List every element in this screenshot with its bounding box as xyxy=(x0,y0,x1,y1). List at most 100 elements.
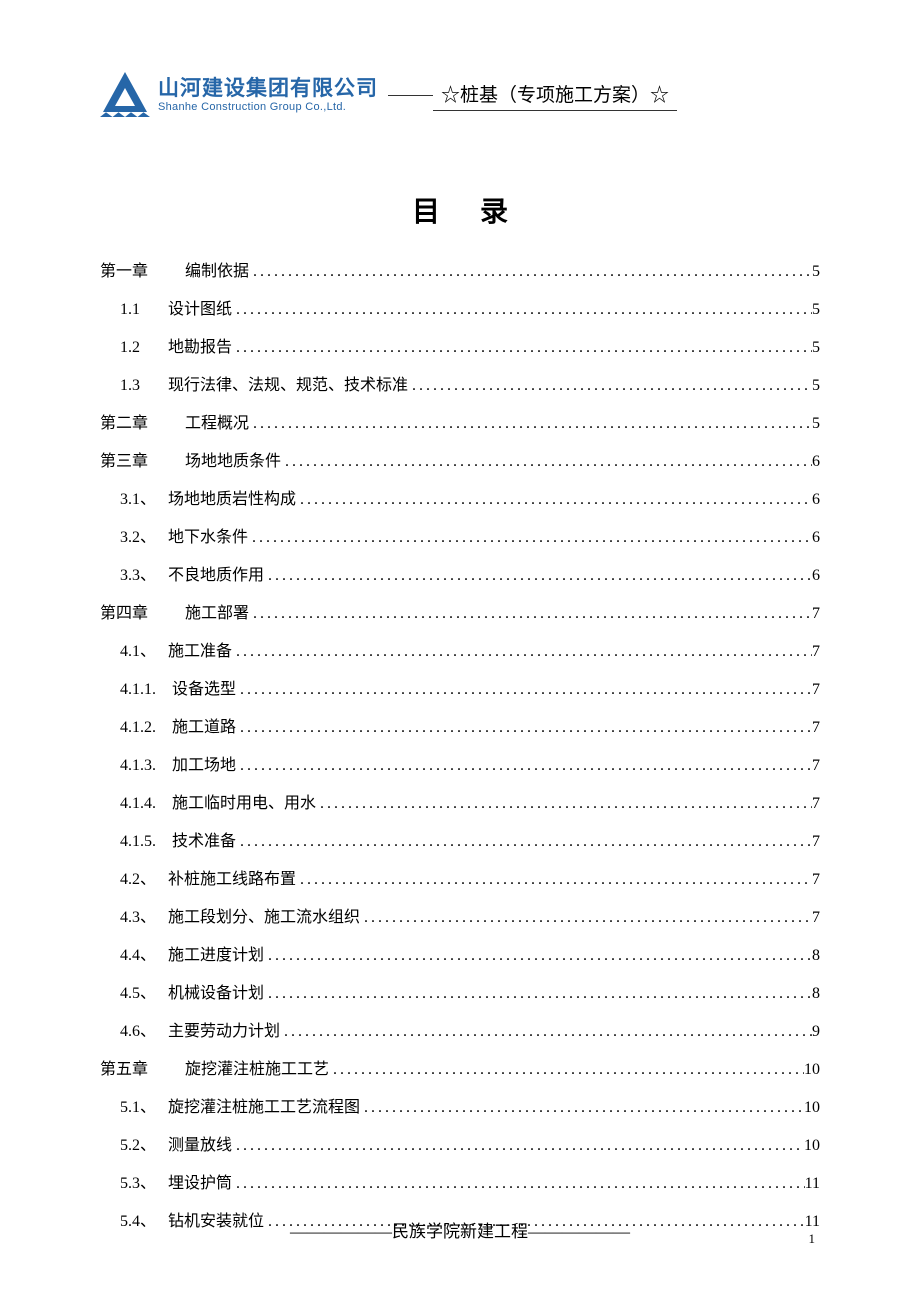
toc-label: 地下水条件 xyxy=(168,526,248,550)
toc-page: 10 xyxy=(804,1134,820,1158)
toc-page: 7 xyxy=(812,754,820,778)
toc-num: 4.3、 xyxy=(100,906,168,930)
toc-dots: ........................................… xyxy=(360,906,812,930)
logo-text: 山河建设集团有限公司 Shanhe Construction Group Co.… xyxy=(158,77,378,112)
toc-label: 现行法律、法规、规范、技术标准 xyxy=(168,374,408,398)
toc-dots: ........................................… xyxy=(232,336,812,360)
toc-num: 4.1.3. xyxy=(100,754,172,778)
toc-label: 加工场地 xyxy=(172,754,236,778)
toc-label: 旋挖灌注桩施工工艺 xyxy=(185,1058,329,1082)
toc-label: 不良地质作用 xyxy=(168,564,264,588)
toc-dots: ........................................… xyxy=(264,982,812,1006)
toc-entry: 第三章场地地质条件...............................… xyxy=(100,450,820,474)
toc-page: 7 xyxy=(812,868,820,892)
toc-container: 第一章编制依据.................................… xyxy=(0,260,920,1234)
toc-num: 4.2、 xyxy=(100,868,168,892)
toc-dots: ........................................… xyxy=(316,792,812,816)
toc-page: 5 xyxy=(812,374,820,398)
toc-page: 11 xyxy=(805,1172,820,1196)
toc-label: 设备选型 xyxy=(172,678,236,702)
toc-num: 4.4、 xyxy=(100,944,168,968)
toc-dots: ........................................… xyxy=(248,526,812,550)
toc-entry: 4.4、施工进度计划..............................… xyxy=(100,944,820,968)
page-header: 山河建设集团有限公司 Shanhe Construction Group Co.… xyxy=(0,0,920,140)
toc-page: 8 xyxy=(812,982,820,1006)
toc-entry: 4.6、主要劳动力计划.............................… xyxy=(100,1020,820,1044)
toc-entry: 1.3现行法律、法规、规范、技术标准......................… xyxy=(100,374,820,398)
toc-dots: ........................................… xyxy=(281,450,812,474)
toc-label: 技术准备 xyxy=(172,830,236,854)
toc-dots: ........................................… xyxy=(264,944,812,968)
toc-label: 机械设备计划 xyxy=(168,982,264,1006)
toc-dots: ........................................… xyxy=(329,1058,804,1082)
toc-label: 埋设护筒 xyxy=(168,1172,232,1196)
header-line-left xyxy=(388,95,433,96)
toc-page: 7 xyxy=(812,640,820,664)
toc-label: 工程概况 xyxy=(185,412,249,436)
toc-entry: 4.3、施工段划分、施工流水组织........................… xyxy=(100,906,820,930)
toc-dots: ........................................… xyxy=(249,602,812,626)
toc-num: 5.2、 xyxy=(100,1134,168,1158)
toc-num: 第三章 xyxy=(100,450,185,474)
toc-dots: ........................................… xyxy=(296,868,812,892)
toc-dots: ........................................… xyxy=(232,1172,805,1196)
toc-dots: ........................................… xyxy=(264,564,812,588)
toc-num: 4.6、 xyxy=(100,1020,168,1044)
toc-dots: ........................................… xyxy=(236,754,812,778)
toc-page: 10 xyxy=(804,1058,820,1082)
toc-label: 补桩施工线路布置 xyxy=(168,868,296,892)
toc-entry: 4.1.3.加工场地..............................… xyxy=(100,754,820,778)
logo-section: 山河建设集团有限公司 Shanhe Construction Group Co.… xyxy=(100,70,378,120)
toc-entry: 4.1.5.技术准备..............................… xyxy=(100,830,820,854)
toc-entry: 第一章编制依据.................................… xyxy=(100,260,820,284)
toc-num: 4.1.5. xyxy=(100,830,172,854)
footer-text: ——————民族学院新建工程—————— xyxy=(290,1217,630,1242)
toc-label: 主要劳动力计划 xyxy=(168,1020,280,1044)
page-number: 1 xyxy=(809,1231,816,1247)
toc-entry: 5.2、测量放线................................… xyxy=(100,1134,820,1158)
toc-page: 7 xyxy=(812,792,820,816)
toc-entry: 3.3、不良地质作用..............................… xyxy=(100,564,820,588)
toc-page: 5 xyxy=(812,336,820,360)
toc-num: 第一章 xyxy=(100,260,185,284)
toc-num: 1.1 xyxy=(100,298,168,322)
toc-label: 施工部署 xyxy=(185,602,249,626)
toc-dots: ........................................… xyxy=(232,1134,804,1158)
toc-entry: 4.1、施工准备................................… xyxy=(100,640,820,664)
toc-dots: ........................................… xyxy=(249,260,812,284)
toc-page: 9 xyxy=(812,1020,820,1044)
toc-dots: ........................................… xyxy=(249,412,812,436)
toc-num: 1.2 xyxy=(100,336,168,360)
toc-label: 场地地质岩性构成 xyxy=(168,488,296,512)
toc-page: 7 xyxy=(812,906,820,930)
toc-entry: 第二章工程概况.................................… xyxy=(100,412,820,436)
toc-dots: ........................................… xyxy=(236,830,812,854)
toc-entry: 4.2、补桩施工线路布置............................… xyxy=(100,868,820,892)
toc-page: 5 xyxy=(812,260,820,284)
toc-label: 测量放线 xyxy=(168,1134,232,1158)
toc-dots: ........................................… xyxy=(296,488,812,512)
toc-title: 目录 xyxy=(0,190,920,230)
toc-page: 7 xyxy=(812,830,820,854)
toc-page: 5 xyxy=(812,412,820,436)
toc-entry: 1.2地勘报告.................................… xyxy=(100,336,820,360)
toc-label: 旋挖灌注桩施工工艺流程图 xyxy=(168,1096,360,1120)
logo-text-en: Shanhe Construction Group Co.,Ltd. xyxy=(158,101,378,113)
toc-num: 1.3 xyxy=(100,374,168,398)
toc-dots: ........................................… xyxy=(236,678,812,702)
toc-num: 5.3、 xyxy=(100,1172,168,1196)
toc-num: 4.1、 xyxy=(100,640,168,664)
toc-num: 3.1、 xyxy=(100,488,168,512)
toc-label: 编制依据 xyxy=(185,260,249,284)
toc-label: 施工段划分、施工流水组织 xyxy=(168,906,360,930)
toc-page: 6 xyxy=(812,526,820,550)
toc-label: 施工进度计划 xyxy=(168,944,264,968)
toc-label: 设计图纸 xyxy=(168,298,232,322)
toc-dots: ........................................… xyxy=(280,1020,812,1044)
toc-num: 4.5、 xyxy=(100,982,168,1006)
toc-page: 7 xyxy=(812,602,820,626)
toc-entry: 3.2、地下水条件...............................… xyxy=(100,526,820,550)
toc-num: 4.1.4. xyxy=(100,792,172,816)
toc-num: 3.2、 xyxy=(100,526,168,550)
toc-entry: 4.1.2.施工道路..............................… xyxy=(100,716,820,740)
